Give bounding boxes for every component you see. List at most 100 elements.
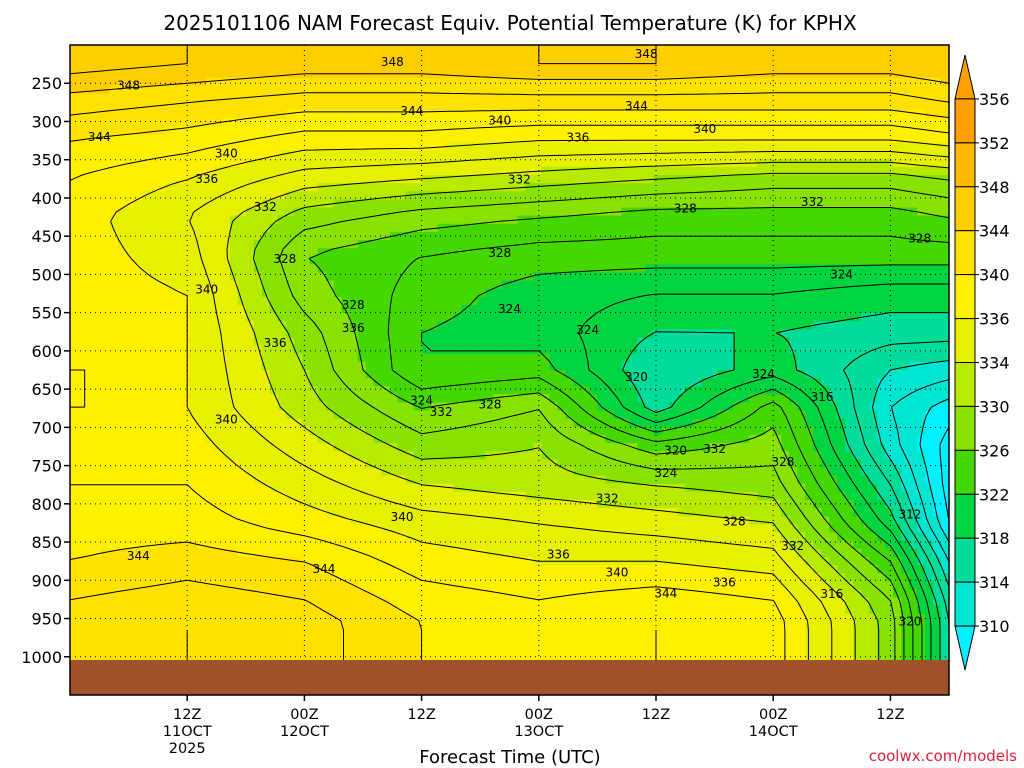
field-cell (525, 199, 535, 209)
field-cell (285, 248, 295, 257)
field-cell (941, 240, 949, 249)
field-cell (421, 280, 431, 290)
field-cell (605, 394, 614, 404)
field-cell (525, 337, 535, 347)
field-cell (301, 361, 311, 371)
field-cell (773, 378, 782, 387)
field-cell (389, 402, 399, 412)
field-cell (261, 175, 271, 184)
field-cell (237, 61, 247, 70)
field-cell (525, 240, 535, 249)
field-cell (525, 329, 535, 339)
field-cell (517, 370, 527, 379)
field-cell (629, 69, 638, 79)
field-cell (453, 264, 463, 274)
field-cell (805, 345, 814, 355)
field-cell (445, 215, 455, 225)
field-cell (797, 240, 806, 249)
field-cell (733, 215, 742, 225)
field-cell (253, 150, 263, 160)
field-cell (173, 126, 183, 135)
field-cell (381, 256, 391, 265)
field-cell (829, 394, 838, 404)
field-cell (621, 296, 630, 306)
field-cell (549, 118, 559, 127)
field-cell (453, 191, 463, 200)
field-cell (453, 183, 463, 192)
field-cell (477, 77, 487, 87)
field-cell (285, 175, 295, 184)
field-cell (197, 288, 207, 298)
field-cell (613, 191, 622, 200)
field-cell (861, 337, 870, 347)
field-cell (757, 110, 766, 119)
field-cell (285, 150, 295, 160)
field-cell (701, 207, 710, 217)
field-cell (405, 85, 415, 95)
field-cell (725, 240, 734, 249)
field-cell (733, 345, 742, 355)
field-cell (213, 93, 223, 103)
field-cell (373, 101, 383, 111)
field-cell (381, 240, 391, 249)
field-cell (765, 402, 774, 412)
field-cell (437, 77, 447, 87)
field-cell (837, 353, 846, 363)
field-cell (309, 321, 319, 330)
field-cell (413, 61, 423, 70)
field-cell (141, 296, 151, 306)
field-cell (845, 183, 854, 192)
field-cell (77, 288, 87, 298)
field-cell (165, 280, 175, 290)
field-cell (285, 110, 295, 119)
field-cell (669, 361, 678, 371)
field-cell (157, 313, 167, 322)
field-cell (301, 166, 311, 176)
field-cell (533, 77, 543, 87)
field-cell (909, 402, 918, 412)
field-cell (693, 402, 702, 412)
field-cell (269, 361, 279, 371)
field-cell (597, 337, 606, 347)
field-cell (693, 199, 702, 209)
field-cell (389, 272, 399, 282)
field-cell (525, 248, 535, 257)
field-cell (637, 280, 646, 290)
field-cell (573, 166, 583, 176)
field-cell (853, 321, 862, 330)
field-cell (765, 175, 774, 184)
field-cell (789, 85, 798, 95)
field-cell (525, 296, 535, 306)
field-cell (885, 134, 894, 144)
field-cell (109, 53, 119, 62)
field-cell (893, 134, 902, 144)
field-cell (549, 101, 559, 111)
field-cell (70, 321, 79, 330)
field-cell (685, 337, 694, 347)
field-cell (645, 215, 654, 225)
field-cell (893, 150, 902, 160)
field-cell (357, 207, 367, 217)
field-cell (125, 410, 135, 420)
field-cell (229, 361, 239, 371)
field-cell (685, 272, 694, 282)
field-cell (277, 410, 287, 420)
field-cell (125, 134, 135, 144)
field-cell (573, 69, 583, 79)
field-cell (613, 183, 622, 192)
field-cell (109, 410, 119, 420)
field-cell (581, 215, 591, 225)
field-cell (261, 69, 271, 79)
field-cell (629, 337, 638, 347)
field-cell (853, 313, 862, 322)
field-cell (453, 207, 463, 217)
field-cell (437, 280, 447, 290)
field-cell (781, 77, 790, 87)
field-cell (861, 223, 870, 233)
field-cell (277, 118, 287, 127)
field-cell (533, 126, 543, 135)
field-cell (381, 110, 391, 119)
field-cell (669, 394, 678, 404)
field-cell (917, 118, 926, 127)
field-cell (309, 45, 319, 54)
